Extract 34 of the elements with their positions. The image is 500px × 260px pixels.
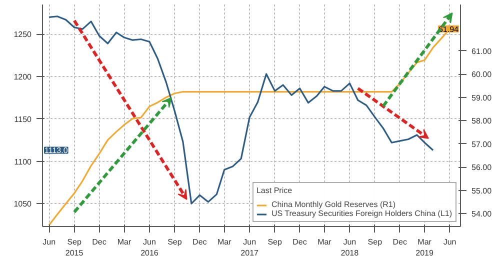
x-tick-label: Sep xyxy=(268,238,282,246)
x-tick-label: Jun 2018 xyxy=(340,238,360,258)
x-tick-label: Mar 2019 xyxy=(416,238,434,258)
legend-label: US Treasury Securities Foreign Holders China (L1) xyxy=(271,209,452,218)
x-tick-label: Sep xyxy=(368,238,383,246)
y2-tick-label: 60.00 xyxy=(472,70,492,80)
y2-tick-label: 54.00 xyxy=(472,210,492,219)
y2-tick-label: 59.00 xyxy=(472,93,492,102)
x-tick-label: Jun xyxy=(42,238,56,246)
x-tick-label: Dec xyxy=(92,238,106,246)
y-tick-label: 1200 xyxy=(14,72,32,82)
x-tick-label: Dec xyxy=(292,238,307,246)
x-tick-label: Mar xyxy=(217,238,232,246)
y-tick-label: 1250 xyxy=(14,30,32,40)
x-tick-label: Dec xyxy=(392,238,408,246)
y2-tick-label: 55.00 xyxy=(472,186,492,196)
y-tick-label: 1100 xyxy=(14,157,32,166)
x-tick-label: Mar xyxy=(117,238,132,246)
legend-title: Last Price xyxy=(256,186,294,195)
x-tick-label: Jun xyxy=(443,238,456,246)
x-tick-label: Jun 2016 xyxy=(140,238,159,258)
annotation: 1113.0 xyxy=(44,146,68,156)
x-tick-label: Sep 2015 xyxy=(65,238,84,258)
y2-tick-label: 56.00 xyxy=(472,163,492,172)
y-tick-label: 1150 xyxy=(14,114,32,124)
legend-label: China Monthly Gold Reserves (R1) xyxy=(271,200,396,209)
x-tick-label: Jun 2017 xyxy=(240,238,260,258)
y2-tick-label: 57.00 xyxy=(472,140,492,149)
y2-tick-label: 61.00 xyxy=(472,46,492,56)
y2-tick-label: 58.00 xyxy=(472,116,492,126)
x-tick-label: Dec xyxy=(192,238,207,246)
x-tick-label: Sep xyxy=(168,238,182,246)
x-tick-label: Mar xyxy=(318,238,332,246)
y-tick-label: 1050 xyxy=(14,200,32,209)
